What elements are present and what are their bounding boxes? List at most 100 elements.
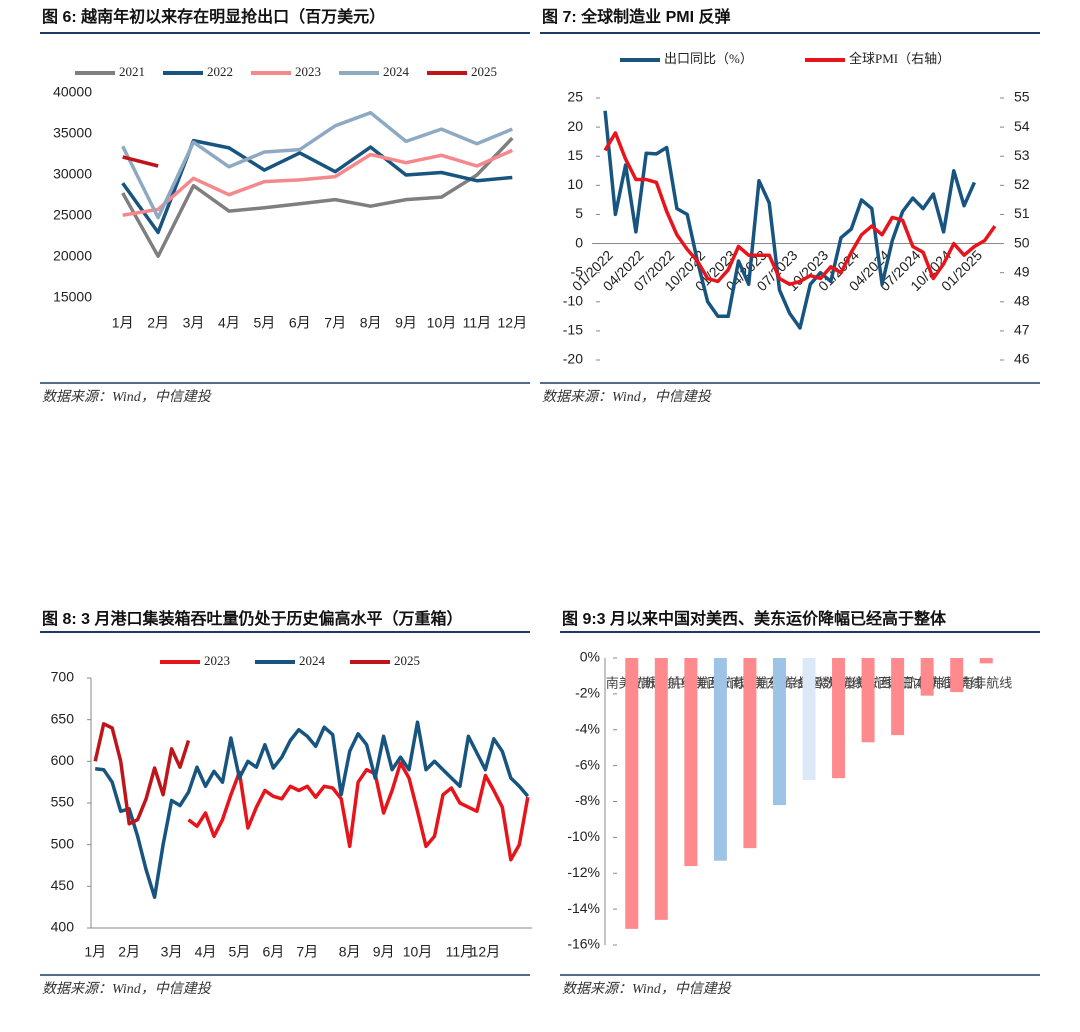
source-note: 数据来源：Wind，中信建投 [42,389,213,405]
y-tick-label: 52 [1014,176,1030,192]
series-line [121,138,513,235]
y-tick-label: 35000 [53,125,92,141]
x-tick-label: 1月 [84,944,106,960]
x-tick-label: 2月 [118,944,140,960]
series-line [93,722,191,826]
x-tick-label: 12月 [471,944,501,960]
legend-label: 2022 [207,64,233,79]
y-tick-label: 40000 [53,84,92,100]
y-tick-label: 400 [51,919,75,935]
y-tick-label: -8% [575,792,600,808]
y-tick-label: 30000 [53,166,92,182]
bar [950,658,964,693]
y-tick-label: 55 [1014,89,1030,105]
legend-label: 2024 [383,64,410,79]
chart-title: 图 9:3 月以来中国对美西、美东运价降幅已经高于整体 [562,609,947,628]
y-tick-label: -10% [567,828,600,844]
category-label: 南非航线 [960,675,1012,690]
y-tick-label: 25000 [53,207,92,223]
x-tick-label: 4月 [218,315,240,331]
y-tick-label: -10 [563,292,583,308]
x-tick-label: 5月 [229,944,251,960]
y-tick-label: -14% [567,900,600,916]
series-line [95,720,530,899]
y-tick-label: -6% [575,756,600,772]
bar [625,658,639,929]
bar [654,658,668,920]
y-tick-label: 20000 [53,248,92,264]
chart-title: 图 6: 越南年初以来存在明显抢出口（百万美元） [42,7,385,26]
bar [861,658,875,743]
y-tick-label: 650 [51,710,75,726]
y-tick-label: 700 [51,669,75,685]
series-line [121,136,514,258]
x-tick-label: 7月 [296,944,318,960]
x-tick-label: 9月 [395,315,417,331]
legend-label: 2024 [299,653,326,668]
x-tick-label: 6月 [262,944,284,960]
bar [979,658,993,664]
series-line [122,148,514,217]
y-tick-label: 0% [580,649,600,665]
x-tick-label: 10月 [427,315,457,331]
bar [684,658,698,867]
y-tick-label: -20 [563,351,583,367]
series-line [603,110,977,330]
y-tick-label: 46 [1014,351,1030,367]
y-tick-label: 450 [51,877,75,893]
y-tick-label: -15 [563,322,583,338]
x-tick-label: 2月 [147,315,169,331]
bar [802,658,816,780]
x-tick-label: 3月 [161,944,183,960]
legend-label: 2025 [471,64,497,79]
y-tick-label: 49 [1014,263,1030,279]
y-tick-label: 47 [1014,322,1030,338]
x-tick-label: 11月 [463,315,492,331]
x-tick-label: 8月 [360,315,382,331]
x-tick-label: 7月 [324,315,346,331]
source-note: 数据来源：Wind，中信建投 [562,981,733,997]
y-tick-label: 53 [1014,147,1030,163]
y-tick-label: -5 [571,263,584,279]
y-tick-label: 550 [51,794,75,810]
y-tick-label: 600 [51,752,75,768]
series-line [187,761,530,862]
x-tick-label: 4月 [195,944,217,960]
y-tick-label: 20 [567,118,583,134]
y-tick-label: -12% [567,864,600,880]
x-tick-label: 9月 [373,944,395,960]
bar [832,658,846,779]
x-tick-label: 1月 [112,315,134,331]
y-tick-label: 10 [567,176,583,192]
legend-label: 2023 [295,64,321,79]
y-tick-label: 0 [575,234,583,250]
bar [713,658,727,861]
x-tick-label: 12月 [498,315,528,331]
bar [772,658,786,806]
legend-label: 2021 [119,64,145,79]
x-tick-label: 10月 [403,944,433,960]
x-tick-label: 3月 [183,315,205,331]
source-note: 数据来源：Wind，中信建投 [42,981,213,997]
series-line [121,110,513,220]
y-tick-label: -4% [575,720,600,736]
chart-title: 图 7: 全球制造业 PMI 反弹 [542,7,730,26]
bar [891,658,905,736]
y-tick-label: 25 [567,89,583,105]
legend-label: 出口同比（%） [664,51,753,66]
y-tick-label: -2% [575,685,600,701]
series-line [122,155,159,168]
x-tick-label: 5月 [253,315,275,331]
y-tick-label: 5 [575,205,583,221]
y-tick-label: 48 [1014,292,1030,308]
x-tick-label: 8月 [339,944,361,960]
y-tick-label: -16% [567,936,600,952]
legend-label: 2025 [394,653,420,668]
y-tick-label: 50 [1014,234,1030,250]
y-tick-label: 51 [1014,205,1030,221]
series-line [603,131,997,287]
legend-label: 全球PMI（右轴） [849,51,950,66]
legend-label: 2023 [204,653,230,668]
x-tick-label: 6月 [289,315,311,331]
